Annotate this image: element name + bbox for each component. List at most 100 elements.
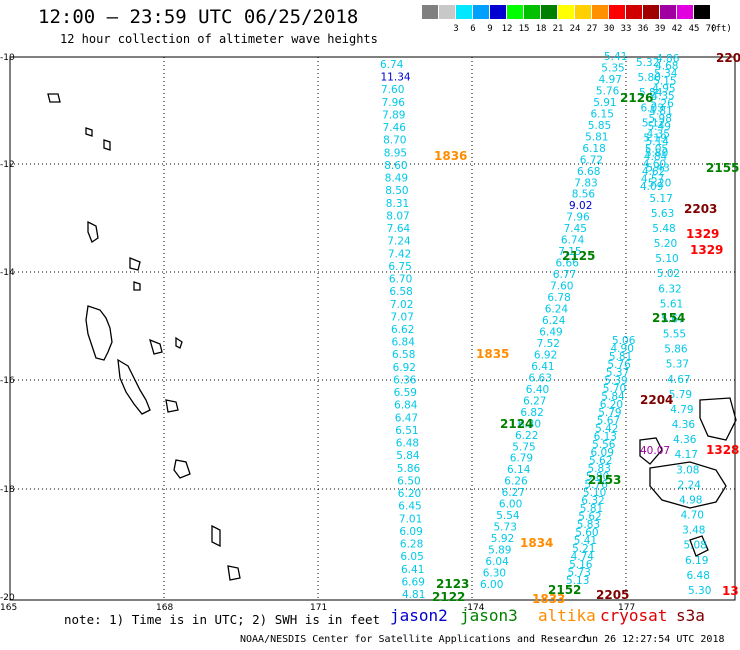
pass-time-label: 2203: [684, 202, 717, 216]
swh-value: 6.47: [395, 412, 418, 424]
swh-value: 6.09: [591, 447, 614, 459]
swh-value: 5.32: [636, 57, 659, 69]
legend-tick-label: 70: [705, 24, 717, 34]
swh-value: 6.72: [580, 154, 603, 166]
island: [211, 524, 221, 548]
swh-value: 6.19: [685, 555, 708, 567]
legend-swatch: [507, 5, 523, 19]
swh-value: 5.73: [494, 522, 517, 534]
swh-value: 5.37: [666, 359, 689, 371]
swh-value: 6.59: [394, 387, 417, 399]
legend-tick-label: 39: [654, 24, 666, 34]
swh-value: 6.20: [600, 399, 623, 411]
swh-value: 5.05: [645, 143, 668, 155]
satellite-name-s3a: s3a: [676, 606, 705, 625]
swh-value: 9.02: [569, 200, 592, 212]
swh-value: 4.17: [675, 449, 698, 461]
coastlines: [47, 93, 737, 581]
swh-value: 6.49: [539, 327, 562, 339]
swh-value: 8.49: [385, 173, 408, 185]
swh-value: 6.66: [556, 258, 580, 270]
island: [173, 459, 191, 479]
swh-value: 5.61: [660, 298, 683, 310]
legend-tick-label: 42: [671, 24, 683, 34]
swh-value: 6.13: [594, 431, 617, 443]
swh-value: 6.82: [520, 407, 543, 419]
swh-value: 5.20: [648, 178, 671, 190]
island: [117, 358, 151, 415]
swh-value: 8.60: [384, 160, 407, 172]
swh-value: 5.89: [488, 545, 511, 557]
swh-value: 4.67: [667, 374, 690, 386]
pass-time-labels: 1836 2126 2155 2203 1329 1329 2125 2154 1835 2124…: [432, 51, 740, 606]
pass-time-label: 1834: [520, 536, 553, 550]
swh-value: 5.54: [496, 510, 520, 522]
satellite-name-altika: altika: [538, 606, 596, 625]
swh-value: 5.92: [491, 533, 514, 545]
swh-value: 5.84: [396, 450, 420, 462]
swh-value: 6.74: [380, 59, 404, 71]
swh-value: 5.12: [642, 117, 665, 129]
swh-value: 6.69: [402, 576, 425, 588]
swh-value: 5.79: [598, 407, 621, 419]
swh-value: 6.74: [561, 235, 585, 247]
swh-value: 4.36: [673, 434, 697, 446]
lat-label: -18: [0, 485, 15, 495]
swh-value: 5.76: [607, 359, 631, 371]
swh-value: 8.56: [572, 189, 596, 201]
swh-value: 4.95: [652, 83, 675, 95]
swh-value: 6.27: [523, 395, 546, 407]
swh-value: 6.30: [518, 418, 541, 430]
legend-tick-label: 3: [453, 24, 459, 34]
pass-time-label: 1328: [706, 443, 739, 457]
pass-time-label: 2204: [640, 393, 673, 407]
pass-time-label: 2125: [562, 249, 595, 263]
swh-value: 5.75: [512, 441, 535, 453]
pass-time-label: 1836: [434, 149, 467, 163]
swh-value: 6.92: [534, 349, 557, 361]
swh-value: 8.31: [386, 198, 409, 210]
swh-value: 6.00: [499, 499, 522, 511]
swh-value: 5.86: [664, 344, 688, 356]
swh-value: 6.48: [396, 438, 419, 450]
swh-value: 8.70: [383, 135, 406, 147]
swh-value: 5.67: [661, 314, 684, 326]
swh-value: 7.60: [550, 281, 573, 293]
swh-value: 4.57: [641, 174, 664, 186]
swh-value: 6.78: [547, 292, 570, 304]
swh-value: 5.41: [604, 51, 627, 63]
swh-value: 4.81: [402, 589, 425, 601]
legend-swatch: [660, 5, 676, 19]
swh-value: 7.42: [388, 248, 411, 260]
map-subtitle: 12 hour collection of altimeter wave hei…: [60, 32, 378, 46]
swh-value: 4.74: [571, 551, 595, 563]
swh-value: 4.84: [644, 151, 668, 163]
swh-value: 6.03: [641, 102, 664, 114]
swh-value: 4.68: [655, 61, 678, 73]
legend-tick-label: 18: [535, 24, 547, 34]
swh-value: 5.34: [654, 68, 678, 80]
swh-value: 5.98: [649, 113, 672, 125]
island: [227, 565, 241, 581]
swh-value: 5.35: [601, 63, 624, 75]
swh-value: 6.50: [397, 475, 420, 487]
altimeter-tracks: 6.7411.347.607.967.897.468.708.958.608.4…: [380, 51, 711, 601]
swh-value: 5.14: [646, 136, 670, 148]
legend-swatch: [456, 5, 472, 19]
island: [149, 338, 163, 355]
swh-value: 5.84: [639, 87, 663, 99]
satellite-name-jason2: jason2: [390, 606, 448, 625]
swh-value: 4.81: [649, 106, 672, 118]
legend-tick-label: 45: [688, 24, 700, 34]
legend-tick-label: 15: [518, 24, 530, 34]
legend-tick-label: 9: [487, 24, 493, 34]
swh-value: 11.34: [381, 72, 411, 84]
lon-label: 171: [310, 603, 327, 613]
swh-value: 7.46: [383, 122, 407, 134]
swh-value: 6.77: [553, 269, 576, 281]
swh-value: 5.16: [569, 559, 593, 571]
legend-swatch: [439, 5, 455, 19]
swh-value: 7.01: [399, 513, 422, 525]
swh-value: 5.62: [578, 511, 601, 523]
